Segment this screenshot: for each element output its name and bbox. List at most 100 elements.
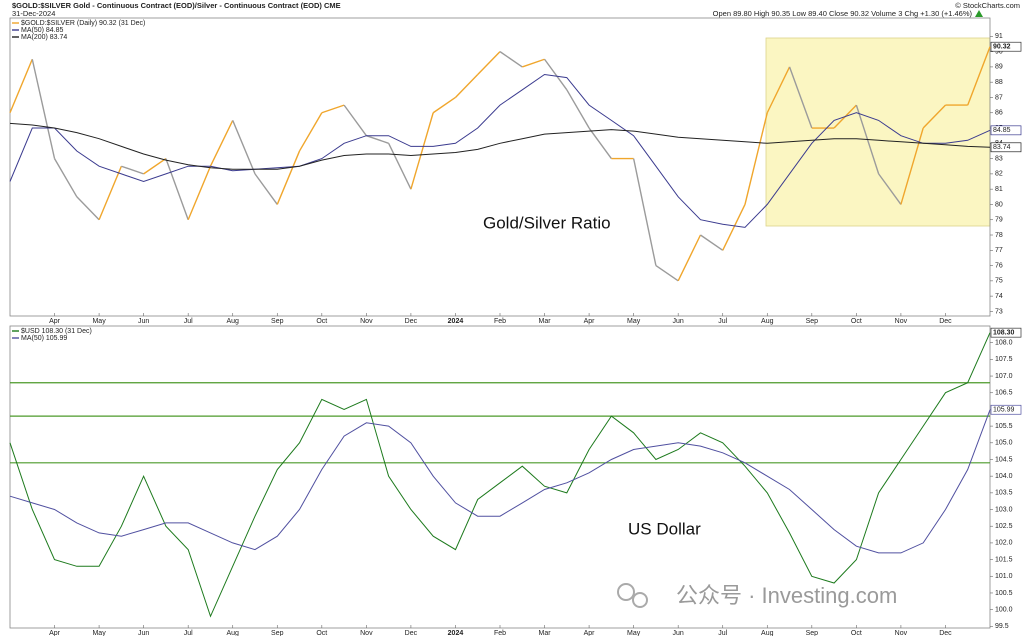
y-tick-label: 79 [995, 217, 1003, 224]
price-segment [298, 112, 323, 152]
x-tick-label: Feb [494, 318, 506, 325]
price-segment [922, 104, 946, 129]
y-tick-label: 101.5 [995, 556, 1013, 563]
x-tick-label: May [627, 318, 641, 325]
y-tick-label: 81 [995, 186, 1003, 193]
x-tick-label: Nov [360, 630, 373, 636]
y-tick-label: 76 [995, 262, 1003, 269]
x-tick-label: Apr [49, 318, 61, 325]
x-tick-label: Feb [494, 630, 506, 636]
x-tick-label: Oct [316, 630, 327, 636]
value-flag [990, 142, 1022, 153]
value-flag [990, 327, 1022, 338]
price-segment [143, 158, 167, 175]
line-series [9, 409, 991, 554]
x-tick-label: 2024 [448, 318, 464, 325]
price-segment [9, 58, 33, 114]
x-tick-label: Apr [584, 318, 596, 325]
y-tick-label: 75 [995, 278, 1003, 285]
value-flag [990, 125, 1022, 136]
y-tick-label: 99.5 [995, 623, 1009, 630]
y-tick-label: 105.0 [995, 440, 1013, 447]
watermark-icon [632, 592, 648, 608]
price-segment [432, 96, 456, 114]
y-tick-label: 90 [995, 48, 1003, 55]
quote-line: Open 89.80 High 90.35 Low 89.40 Close 90… [713, 9, 973, 18]
price-segment [254, 173, 278, 205]
y-tick-label: 73 [995, 308, 1003, 315]
value-flag-label: 83.74 [993, 144, 1011, 151]
price-segment [588, 127, 612, 160]
x-tick-label: Apr [49, 630, 61, 636]
x-tick-label: Nov [895, 318, 908, 325]
x-tick-label: Jul [184, 630, 193, 636]
x-tick-label: May [92, 630, 106, 636]
line-series [9, 122, 991, 170]
price-segment [700, 234, 724, 251]
x-tick-label: Jun [673, 630, 684, 636]
value-flag-label: 105.99 [993, 407, 1015, 414]
y-tick-label: 100.0 [995, 606, 1013, 613]
y-tick-label: 82 [995, 171, 1003, 178]
price-segment [232, 120, 256, 175]
watermark: 公众号 · Investing.com [617, 583, 897, 608]
price-segment [900, 127, 924, 205]
x-tick-label: Aug [761, 630, 774, 636]
price-segment [209, 120, 234, 167]
x-tick-label: Jul [718, 630, 727, 636]
x-tick-label: Dec [939, 630, 952, 636]
value-flag-label: 90.32 [993, 44, 1011, 51]
value-flag-label: 108.30 [993, 330, 1015, 337]
price-segment [632, 158, 657, 266]
y-tick-label: 102.5 [995, 523, 1013, 530]
price-segment [276, 150, 301, 205]
y-tick-label: 83 [995, 155, 1003, 162]
value-flag-label: 84.85 [993, 127, 1011, 134]
price-segment [766, 66, 791, 114]
x-tick-label: Nov [360, 318, 373, 325]
value-flag [990, 404, 1022, 415]
legend-label: MA(200) 83.74 [21, 34, 67, 41]
legend-label: MA(50) 84.85 [21, 27, 64, 34]
x-tick-label: Nov [895, 630, 908, 636]
legend-label: MA(50) 105.99 [21, 335, 67, 342]
price-segment [566, 89, 590, 129]
x-tick-label: Oct [851, 630, 862, 636]
y-tick-label: 108.0 [995, 340, 1013, 347]
x-tick-label: Mar [539, 630, 552, 636]
y-tick-label: 104.5 [995, 456, 1013, 463]
price-segment [454, 74, 479, 98]
highlight-region [765, 37, 991, 227]
y-tick-label: 103.0 [995, 506, 1013, 513]
price-segment [121, 165, 144, 175]
watermark-icon [617, 583, 635, 601]
line-series [9, 73, 991, 228]
price-segment [187, 165, 212, 220]
x-tick-label: Dec [405, 630, 418, 636]
y-tick-label: 89 [995, 64, 1003, 71]
chart-header-date: 31-Dec-2024 [12, 9, 55, 18]
x-tick-label: Jul [184, 318, 193, 325]
x-tick-label: Aug [226, 318, 239, 325]
x-tick-label: Sep [271, 318, 284, 325]
y-tick-label: 107.0 [995, 373, 1013, 380]
price-segment [543, 58, 568, 91]
y-tick-label: 107.5 [995, 356, 1013, 363]
x-tick-label: 2024 [448, 630, 464, 636]
x-tick-label: Sep [806, 630, 819, 636]
price-segment [321, 104, 345, 114]
price-segment [98, 165, 123, 220]
legend-label: $USD 108.30 (31 Dec) [21, 328, 92, 335]
x-tick-label: Jul [718, 318, 727, 325]
y-tick-label: 105.5 [995, 423, 1013, 430]
x-tick-label: May [627, 630, 641, 636]
y-tick-label: 102.0 [995, 540, 1013, 547]
price-segment [31, 59, 56, 159]
x-tick-label: Oct [316, 318, 327, 325]
legend-label: $GOLD:$SILVER (Daily) 90.32 (31 Dec) [21, 20, 145, 27]
y-tick-label: 80 [995, 201, 1003, 208]
price-segment [878, 173, 902, 205]
credit: © StockCharts.com [955, 1, 1020, 10]
x-tick-label: Aug [761, 318, 774, 325]
x-tick-label: Apr [584, 630, 596, 636]
